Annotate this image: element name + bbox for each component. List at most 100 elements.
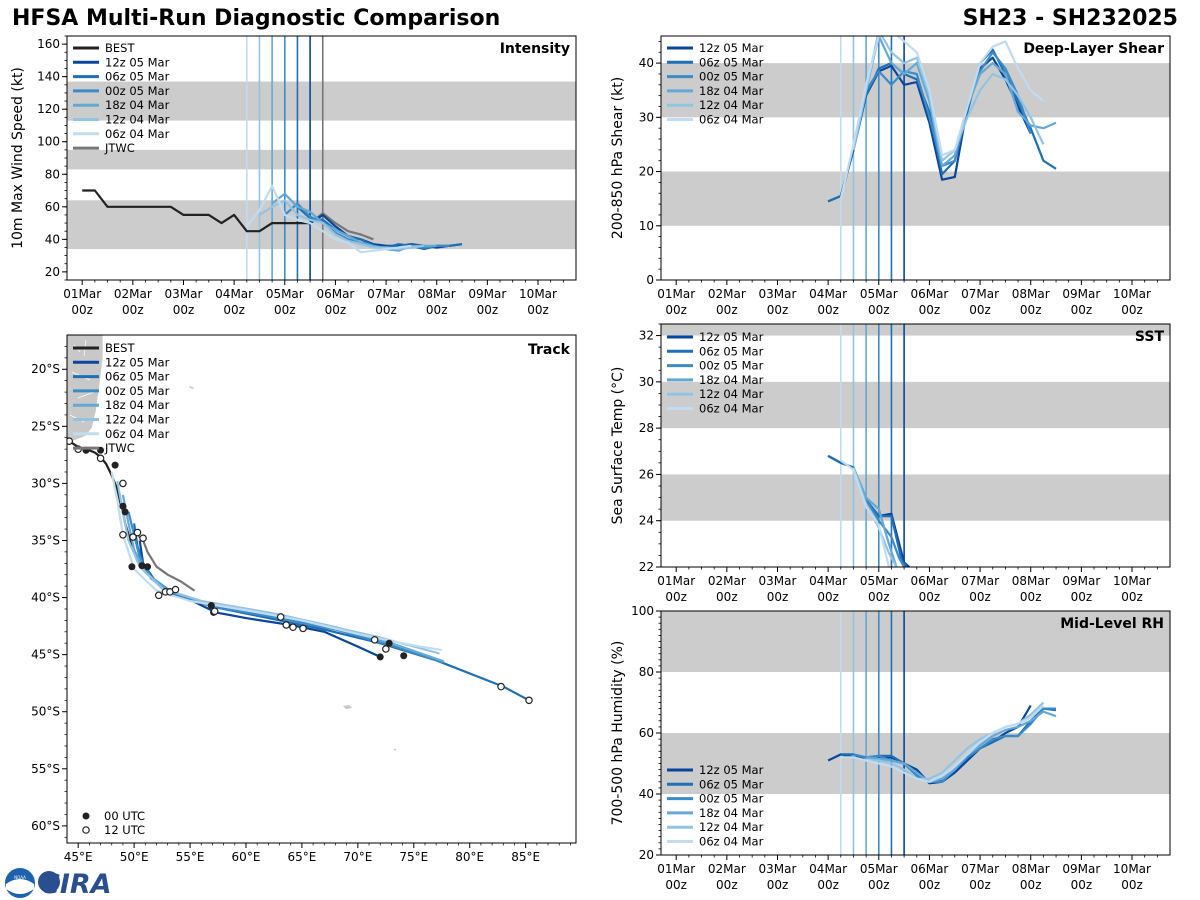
legend-label: 18z 04 Mar — [699, 84, 764, 98]
plot-area — [67, 36, 576, 280]
threshold-band — [661, 733, 1170, 794]
track-point-12utc — [370, 635, 379, 644]
threshold-band — [661, 381, 1170, 429]
x-tick-label: 09Mar — [1062, 574, 1100, 588]
legend-label: 12z 05 Mar — [699, 41, 764, 55]
x-tick-label: 06Mar — [910, 574, 948, 588]
y-tick-label: 20 — [45, 265, 60, 279]
y-tick-label: 0 — [646, 273, 654, 287]
legend-label: 12z 05 Mar — [105, 55, 170, 69]
legend-label: 12z 04 Mar — [699, 98, 764, 112]
x-tick-label: 03Mar — [759, 574, 797, 588]
x-tick-label: 07Mar — [961, 287, 999, 301]
chart-title-right: SH23 - SH232025 — [962, 6, 1178, 31]
x-tick-label: 01Mar — [657, 862, 695, 876]
noaa-logo-wave-icon — [6, 879, 34, 894]
x-tick-sublabel: 00z — [426, 303, 448, 317]
series-line-12z-04-mar — [852, 36, 1045, 162]
track-point-12utc — [154, 591, 163, 600]
series-line-best — [82, 189, 324, 233]
x-tick-label: 08Mar — [1012, 287, 1050, 301]
legend-label: 18z 04 Mar — [699, 806, 764, 820]
x-tick-sublabel: 00z — [817, 590, 839, 604]
x-tick-sublabel: 00z — [969, 878, 991, 892]
panel-shear: 0 10 20 30 40 01Mar 00z 02Mar 00z 03Mar 00z 04Mar 00… — [610, 35, 1171, 317]
y-axis-label: Sea Surface Temp (°C) — [610, 367, 626, 525]
track-point-12utc — [276, 613, 285, 621]
x-tick-sublabel: 00z — [817, 878, 839, 892]
legend-label: 12z 04 Mar — [699, 387, 764, 401]
threshold-band — [661, 63, 1170, 118]
track-point-12utc — [282, 621, 291, 629]
x-tick-label: 10Mar — [519, 287, 557, 301]
series-line-18z-04-mar — [852, 36, 1057, 168]
series-line-06z-05-mar — [827, 454, 908, 567]
track-line-18z-04-mar — [121, 494, 445, 663]
track-point-12utc — [119, 479, 127, 488]
x-tick-label: 05Mar — [860, 287, 898, 301]
track-point-00utc — [207, 602, 215, 610]
x-tick-label: 03Mar — [759, 287, 797, 301]
threshold-band — [661, 324, 1170, 336]
panel-title: Intensity — [500, 41, 570, 57]
track-point-12utc — [210, 607, 219, 616]
track-line-jtwc — [136, 534, 196, 592]
y-tick-label: 35°S — [31, 533, 60, 547]
x-tick-label: 01Mar — [63, 287, 101, 301]
x-tick-label: 06Mar — [910, 287, 948, 301]
y-tick-label: 50°S — [31, 705, 60, 719]
y-tick-label: 40 — [639, 787, 654, 801]
island-small — [189, 386, 194, 389]
x-tick-label: 50°E — [120, 850, 149, 864]
x-tick-label: 05Mar — [860, 862, 898, 876]
panel-track: 45°E 50°E 55°E 60°E 65°E 70°E 75°E 80°E 85°E 20°S… — [31, 334, 577, 864]
y-tick-label: 40 — [639, 56, 654, 70]
track-point-12utc — [289, 623, 297, 632]
threshold-band — [67, 149, 576, 170]
panel-title: SST — [1135, 329, 1165, 345]
legend-label: BEST — [105, 41, 135, 55]
y-tick-label: 140 — [37, 70, 60, 84]
x-tick-sublabel: 00z — [716, 590, 738, 604]
legend-label: 18z 04 Mar — [699, 373, 764, 387]
y-tick-label: 30 — [639, 110, 654, 124]
x-tick-label: 09Mar — [1062, 287, 1100, 301]
x-tick-label: 01Mar — [657, 574, 695, 588]
threshold-band — [661, 474, 1170, 521]
threshold-band — [661, 171, 1170, 226]
y-tick-label: 60°S — [31, 819, 60, 833]
track-point-12utc — [171, 585, 180, 594]
x-tick-sublabel: 00z — [375, 303, 397, 317]
series-line-12z-05-mar — [309, 213, 463, 249]
track-point-00utc — [111, 461, 119, 469]
x-tick-label: 45°E — [64, 850, 93, 864]
track-point-12utc — [67, 437, 74, 445]
logo-group: NOAA CIRA — [5, 868, 112, 900]
x-tick-sublabel: 00z — [716, 878, 738, 892]
x-tick-sublabel: 00z — [716, 303, 738, 317]
plot-area — [661, 36, 1170, 280]
y-tick-label: 32 — [639, 329, 654, 343]
x-tick-label: 85°E — [511, 850, 540, 864]
y-tick-label: 24 — [639, 514, 654, 528]
track-point-00utc — [385, 639, 393, 647]
track-point-00utc — [400, 652, 408, 660]
x-tick-label: 55°E — [176, 850, 205, 864]
x-tick-label: 05Mar — [266, 287, 304, 301]
x-tick-label: 08Mar — [418, 287, 456, 301]
y-tick-label: 28 — [639, 421, 654, 435]
legend-label: 06z 05 Mar — [699, 344, 764, 358]
x-tick-sublabel: 00z — [1121, 590, 1143, 604]
threshold-band — [67, 81, 576, 121]
legend-label: 06z 04 Mar — [699, 835, 764, 849]
x-tick-sublabel: 00z — [325, 303, 347, 317]
y-tick-label: 30 — [639, 375, 654, 389]
noaa-logo-text: NOAA — [14, 875, 26, 880]
x-tick-sublabel: 00z — [817, 303, 839, 317]
track-point-00utc — [128, 563, 136, 571]
x-tick-sublabel: 00z — [919, 590, 941, 604]
y-tick-label: 22 — [639, 560, 654, 574]
panel-title: Mid-Level RH — [1060, 616, 1164, 632]
x-tick-label: 07Mar — [367, 287, 405, 301]
plot-area — [661, 324, 1170, 567]
